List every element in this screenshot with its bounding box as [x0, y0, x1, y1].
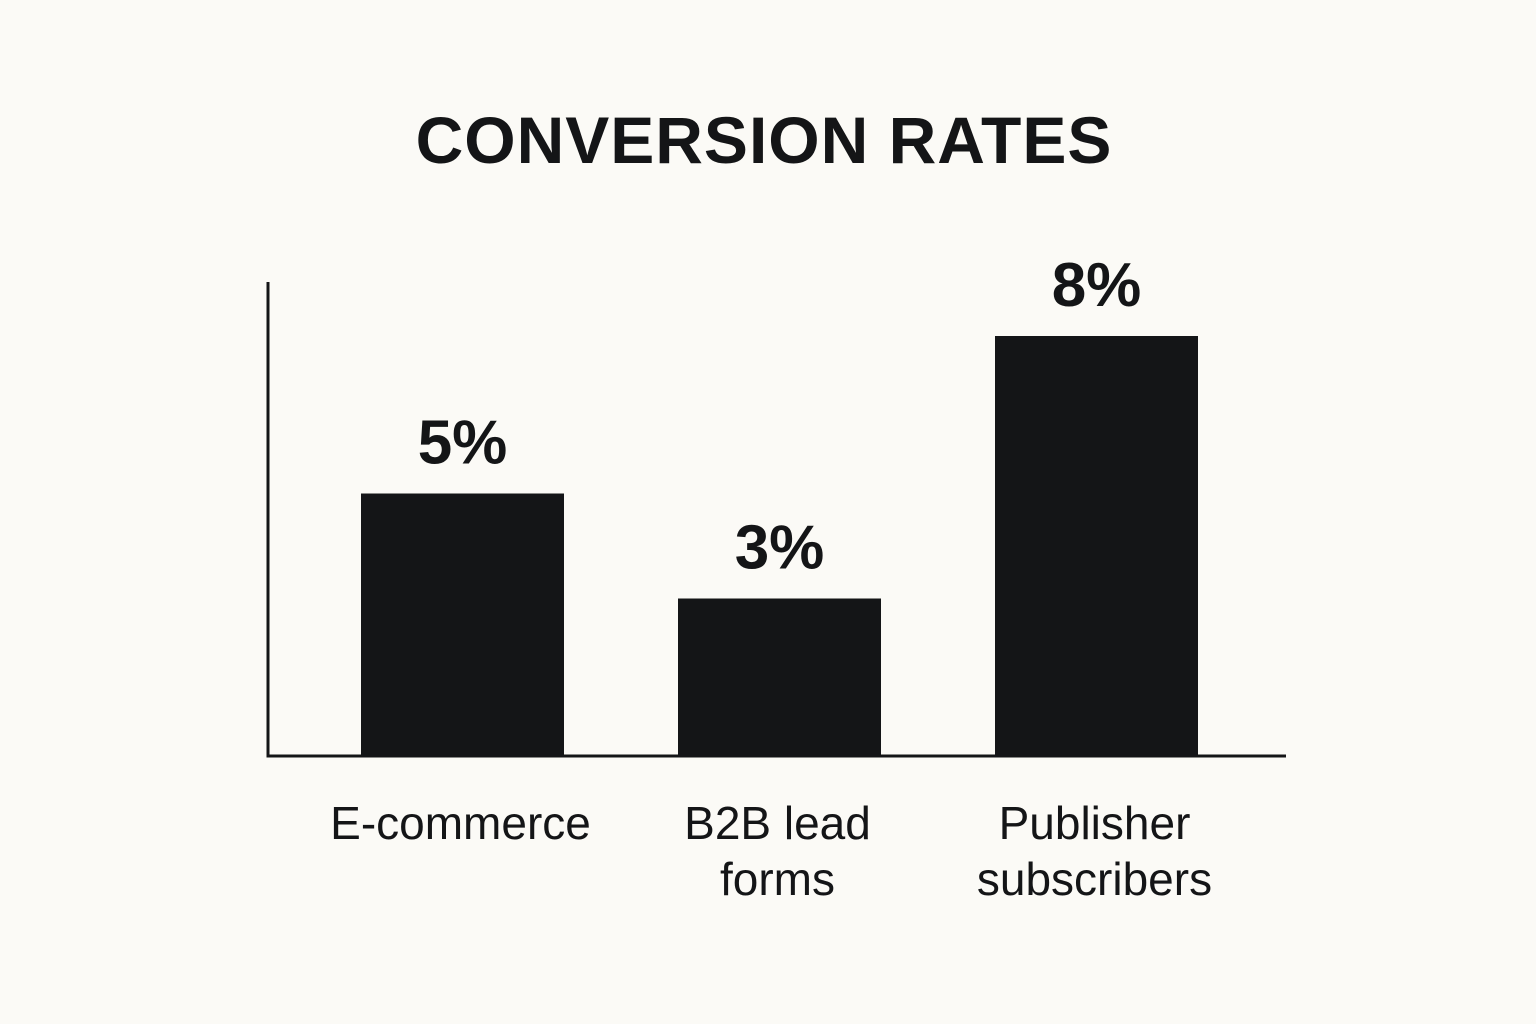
category-label-3-line-1: Publisher	[999, 797, 1191, 849]
bar-3	[995, 336, 1198, 756]
bar-value-label-2: 3%	[735, 514, 825, 583]
category-label-2-line-2: forms	[720, 853, 835, 905]
category-label-2-line-1: B2B lead	[684, 797, 871, 849]
bar-value-label-1: 5%	[418, 409, 508, 478]
category-label-3-line-2: subscribers	[977, 853, 1212, 905]
bar-1	[361, 493, 564, 756]
bar-value-label-3: 8%	[1052, 251, 1142, 320]
bar-2	[678, 598, 881, 756]
category-label-1: E-commerce	[330, 797, 591, 849]
chart-title: CONVERSION RATES	[416, 103, 1113, 177]
